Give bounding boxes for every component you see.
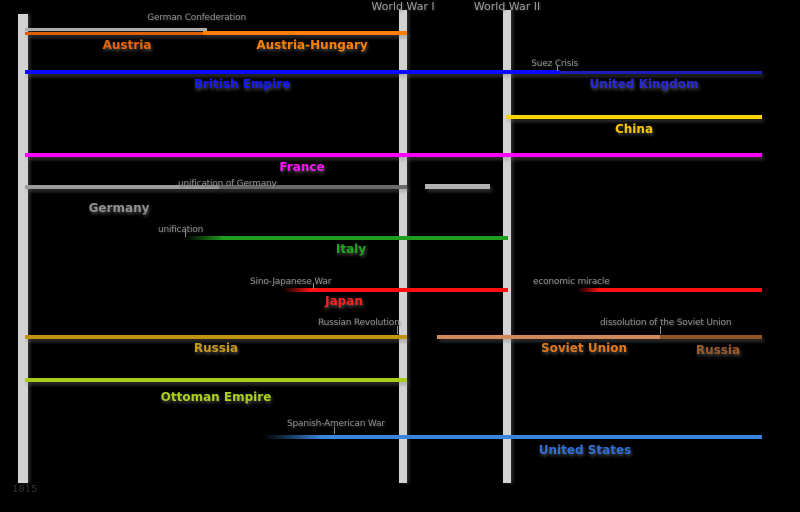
german-unification-annotation: unification of Germany <box>178 179 277 189</box>
sino-japanese-war-annotation: Sino-Japanese War <box>250 277 332 287</box>
world-war-1-label: World War I <box>371 0 435 13</box>
y-axis-bar <box>18 14 28 483</box>
british-empire-line <box>25 70 560 74</box>
united-states-line <box>263 435 762 439</box>
austria-label: Austria <box>102 38 152 52</box>
germany-interwar-line <box>425 184 490 189</box>
soviet-union-line <box>437 335 660 339</box>
german-confederation-annotation: German Confederation <box>147 13 246 23</box>
suez-crisis-annotation-tick <box>557 65 558 71</box>
soviet-union-label: Soviet Union <box>540 341 628 355</box>
russian-revolution-annotation: Russian Revolution <box>318 318 400 328</box>
germany-empire-line <box>219 185 407 189</box>
italian-unification-annotation: unification <box>158 225 204 235</box>
world-war-2-label: World War II <box>473 0 541 13</box>
france-line <box>25 153 762 157</box>
german-confederation-bar <box>25 28 207 31</box>
economic-miracle-annotation: economic miracle <box>533 277 610 287</box>
ottoman-empire-line <box>25 378 407 382</box>
suez-crisis-annotation: Suez Crisis <box>531 59 578 69</box>
japan-line <box>283 288 508 292</box>
russia-line <box>25 335 407 339</box>
germany-early-line <box>25 185 219 189</box>
spanish-american-war-annotation-tick <box>334 427 335 434</box>
british-empire-label: British Empire <box>193 77 291 91</box>
russia-post-label: Russia <box>695 343 741 357</box>
russian-revolution-annotation-tick <box>397 326 398 334</box>
russia-post-soviet-line <box>660 335 762 339</box>
spanish-american-war-annotation: Spanish-American War <box>287 419 385 429</box>
france-label: France <box>279 160 325 174</box>
sino-japanese-war-annotation-tick <box>313 283 314 289</box>
germany-label: Germany <box>88 201 150 215</box>
italy-line <box>185 236 508 240</box>
austria-hungary-label: Austria-Hungary <box>256 38 368 52</box>
united-kingdom-label: United Kingdom <box>589 77 699 91</box>
soviet-dissolution-annotation-tick <box>660 326 661 334</box>
world-war-1-band <box>399 10 407 483</box>
austria-line <box>25 32 203 35</box>
russia-label: Russia <box>193 341 239 355</box>
japan-postwar-line <box>577 288 762 292</box>
italian-unification-annotation-tick <box>185 231 186 237</box>
soviet-dissolution-annotation: dissolution of the Soviet Union <box>600 318 732 328</box>
united-kingdom-line <box>560 71 762 74</box>
united-states-label: United States <box>538 443 632 457</box>
italy-label: Italy <box>335 242 367 256</box>
axis-start-year-label: 1815 <box>12 484 38 495</box>
china-line <box>506 115 762 119</box>
austria-hungary-line <box>203 31 407 35</box>
china-label: China <box>614 122 654 136</box>
world-war-2-band <box>503 10 511 483</box>
ottoman-empire-label: Ottoman Empire <box>160 390 272 404</box>
japan-label: Japan <box>325 294 363 308</box>
